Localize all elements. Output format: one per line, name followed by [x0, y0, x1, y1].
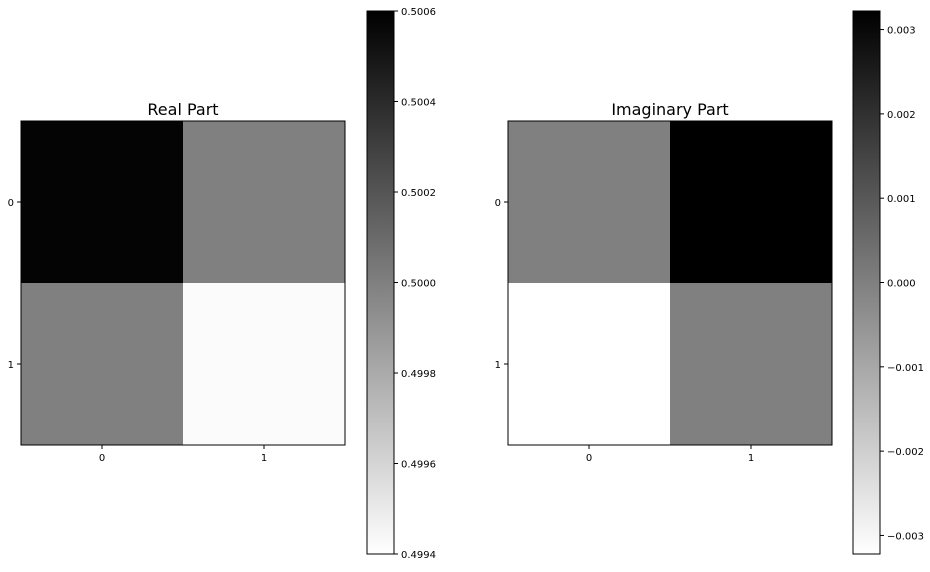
imaginary-part-colorbar — [852, 10, 881, 555]
real-part-colorbar-tick-label: 0.5000 — [401, 279, 436, 290]
real-part-cell-r1-c1 — [183, 283, 345, 445]
real-part-xtick-label: 1 — [261, 453, 267, 464]
real-part-colorbar-tick-label: 0.4994 — [401, 550, 436, 561]
real-part-cell-r0-c1 — [183, 121, 345, 283]
real-part-colorbar-tick-label: 0.5004 — [401, 98, 436, 109]
imaginary-part-colorbar-tick-label: −0.002 — [887, 447, 924, 458]
imaginary-part-colorbar-ticks: −0.003 −0.002 −0.001 0.000 0.001 0.002 0.003 — [880, 26, 924, 542]
imaginary-part-cell-r0-c0 — [508, 121, 670, 283]
imaginary-part-xtick-label: 1 — [748, 453, 754, 464]
real-part-heatmap — [21, 121, 345, 445]
imaginary-part-cell-r1-c1 — [670, 283, 832, 445]
imaginary-part-colorbar-tick-label: 0.003 — [887, 26, 916, 37]
imaginary-part-title: Imaginary Part — [611, 100, 728, 119]
real-part-colorbar-ticks: 0.4994 0.4996 0.4998 0.5000 0.5002 0.5004 0.50… — [394, 7, 436, 561]
imaginary-part-cell-r0-c1 — [670, 121, 832, 283]
imaginary-part-axes-frame — [507, 120, 833, 446]
real-part-axes-frame — [20, 120, 346, 446]
real-part-colorbar-tick-label: 0.5006 — [401, 7, 436, 18]
real-part-colorbar-tick-label: 0.5002 — [401, 188, 436, 199]
real-part-cell-r0-c0 — [21, 121, 183, 283]
real-part-colorbar-tick-label: 0.4998 — [401, 369, 436, 380]
real-part-ytick-label: 0 — [8, 198, 14, 209]
real-part-title: Real Part — [147, 100, 218, 119]
imaginary-part-heatmap — [508, 121, 832, 445]
real-part-colorbar-tick-label: 0.4996 — [401, 460, 436, 471]
imaginary-part-cell-r1-c0 — [508, 283, 670, 445]
real-part-colorbar — [366, 10, 395, 555]
imaginary-part-colorbar-tick-label: −0.001 — [887, 363, 924, 374]
imaginary-part-colorbar-tick-label: 0.001 — [887, 194, 916, 205]
imaginary-part-colorbar-tick-label: −0.003 — [887, 531, 924, 542]
real-part-ytick-label: 1 — [8, 360, 14, 371]
imaginary-part-xtick-label: 0 — [586, 453, 592, 464]
imaginary-part-panel: Imaginary Part 0 1 0 1 −0.003−0.002−0.00… — [495, 10, 924, 555]
real-part-xtick-label: 0 — [99, 453, 105, 464]
imaginary-part-ytick-label: 1 — [495, 360, 501, 371]
imaginary-part-colorbar-tick-label: 0.002 — [887, 110, 916, 121]
imaginary-part-colorbar-tick-label: 0.000 — [887, 279, 916, 290]
imaginary-part-ytick-label: 0 — [495, 198, 501, 209]
real-part-cell-r1-c0 — [21, 283, 183, 445]
real-part-panel: Real Part 0 1 0 1 0.4994 0.4996 0.4998 0.50… — [8, 7, 436, 561]
